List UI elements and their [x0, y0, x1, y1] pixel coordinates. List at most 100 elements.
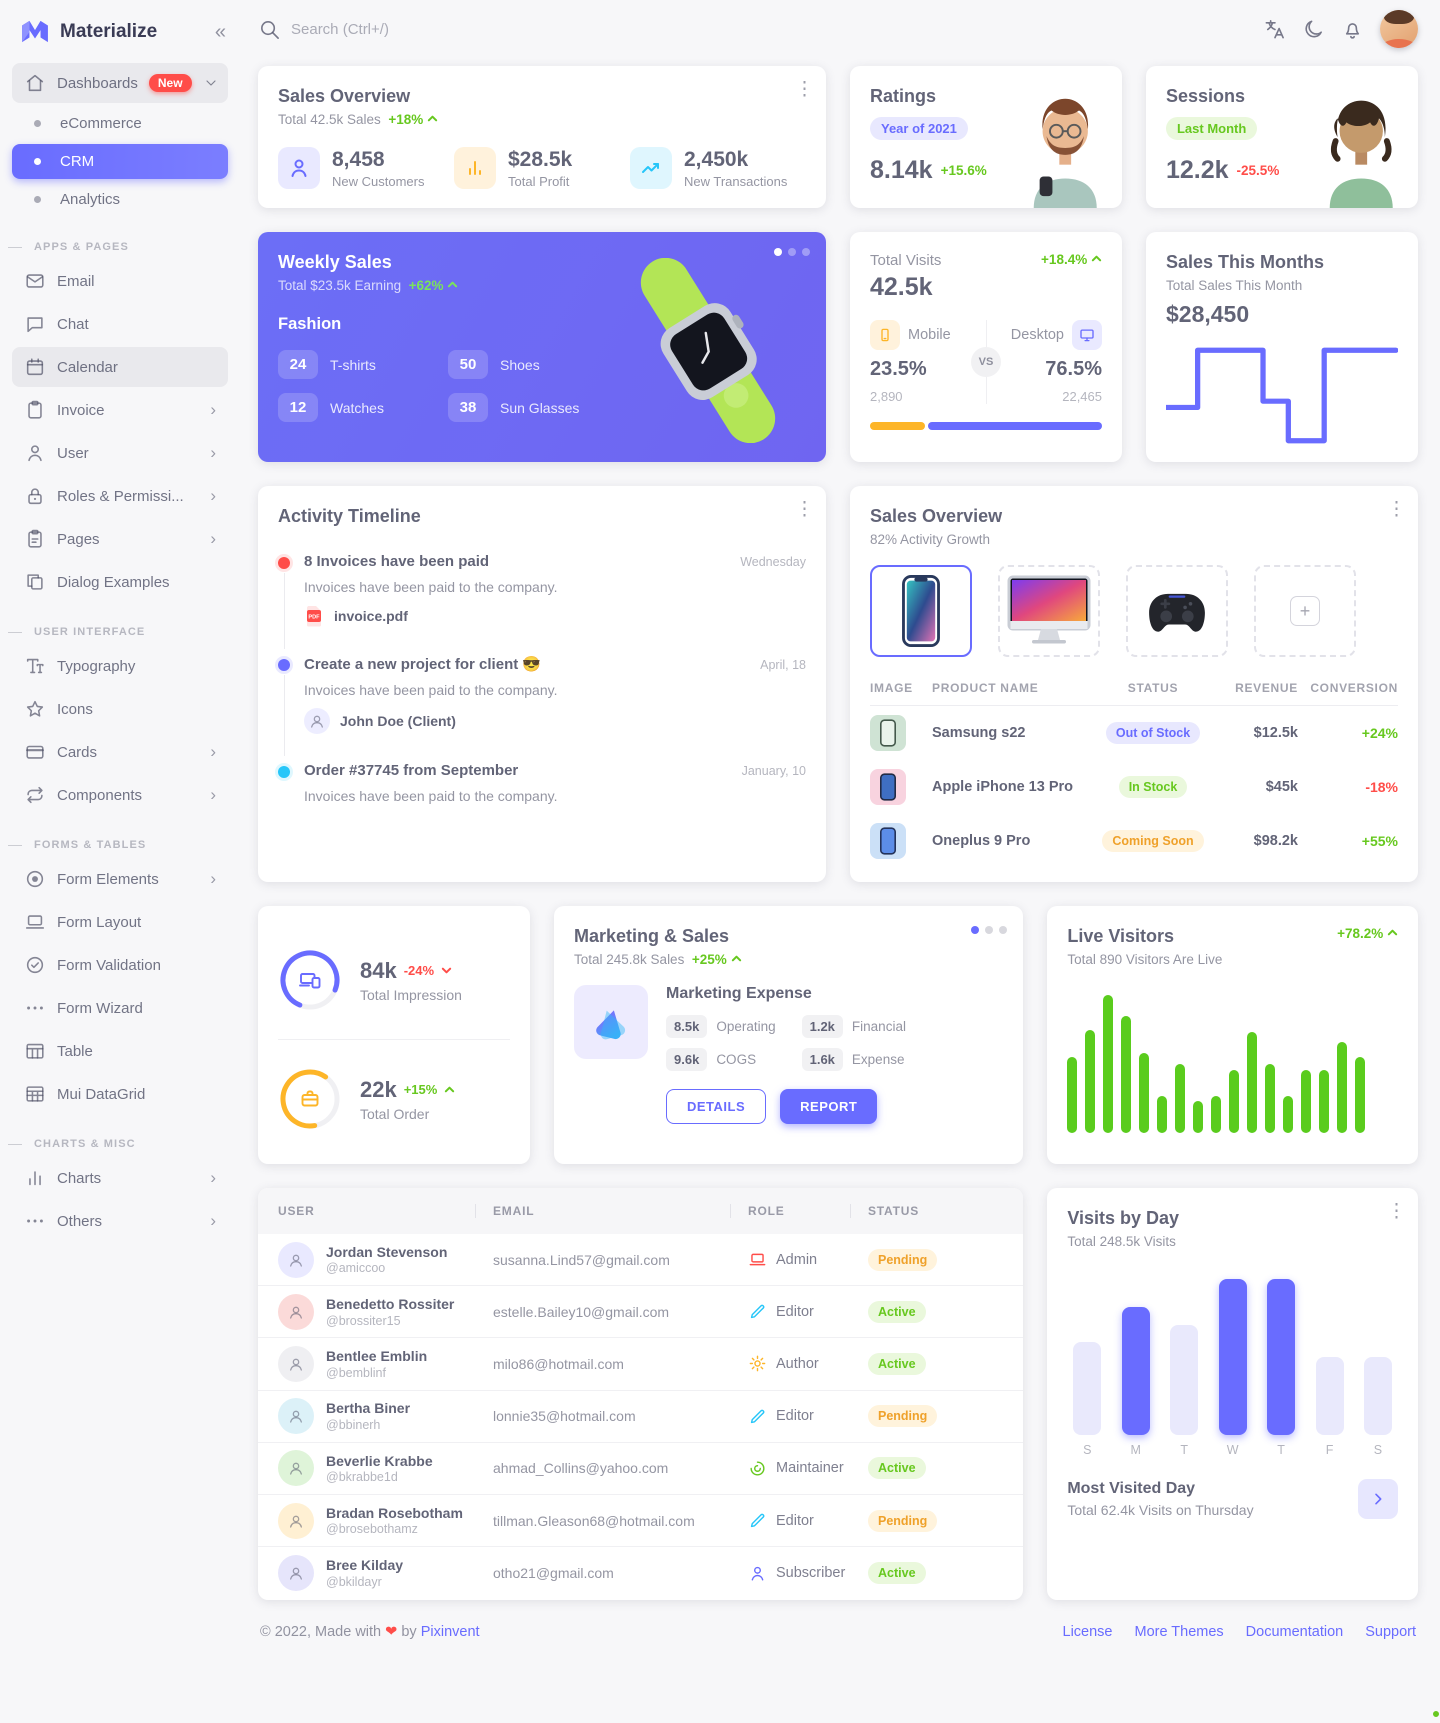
sidebar-item-invoice[interactable]: Invoice › — [12, 390, 228, 430]
license-link[interactable]: License — [1062, 1624, 1113, 1640]
sessions-value: 12.2k — [1165, 156, 1229, 184]
sales-overview-card: ⋮ Sales Overview Total 42.5k Sales +18% … — [258, 66, 826, 208]
product-box-controller[interactable] — [1126, 565, 1228, 657]
notifications-bell-icon[interactable] — [1341, 18, 1364, 41]
sidebar-item-form-wizard[interactable]: Form Wizard — [12, 988, 228, 1028]
mail-icon — [26, 274, 44, 288]
carousel-dot[interactable] — [802, 248, 810, 256]
sidebar-item-form-elements[interactable]: Form Elements › — [12, 859, 228, 899]
table-row[interactable]: Jordan Stevenson @amiccoo susanna.Lind57@… — [258, 1234, 1024, 1287]
sidebar-item-others[interactable]: Others › — [12, 1201, 228, 1241]
table-row[interactable]: Benedetto Rossiter @brossiter15 estelle.B… — [258, 1286, 1024, 1339]
visits-bar — [1170, 1324, 1199, 1435]
carousel-dot[interactable] — [999, 926, 1008, 934]
main-area: ⋮ Sales Overview Total 42.5k Sales +18% … — [240, 0, 1440, 1723]
sidebar-item-table[interactable]: Table — [12, 1031, 228, 1071]
product-box-imac[interactable] — [998, 565, 1100, 657]
product-row[interactable]: Samsung s22 Out of Stock $12.5k +24% — [870, 706, 1398, 760]
sidebar-item-typography[interactable]: Typography — [12, 646, 228, 686]
kebab-menu-icon[interactable]: ⋮ — [795, 499, 814, 520]
sales-this-month-card: Sales This Months Total Sales This Month… — [1145, 232, 1418, 462]
caret-up-icon — [1387, 929, 1398, 936]
kebab-menu-icon[interactable]: ⋮ — [795, 79, 814, 100]
page-footer: © 2022, Made with ❤ by Pixinvent License… — [258, 1600, 1418, 1640]
translate-icon[interactable] — [1263, 18, 1286, 41]
product-box-iphone[interactable] — [870, 565, 972, 657]
total-order-row: 22k +15% Total Order — [278, 1045, 510, 1153]
table-row[interactable]: Beverlie Krabbe @bkrabbe1d ahmad_Collins@… — [258, 1443, 1024, 1495]
sidebar-item-pages[interactable]: Pages › — [12, 519, 228, 559]
sidebar-item-crm[interactable]: CRM — [12, 144, 228, 179]
sidebar-item-dialog-examples[interactable]: Dialog Examples — [12, 562, 228, 602]
support-link[interactable]: Support — [1365, 1624, 1416, 1640]
table-icon — [26, 1043, 44, 1059]
card-title: Live Visitors — [1067, 926, 1175, 946]
table-row[interactable]: Bree Kilday @bkildayr otho21@gmail.com Su… — [258, 1547, 1023, 1599]
table-row[interactable]: Bradan Rosebotham @brosebothamz tillman.G… — [258, 1495, 1024, 1548]
next-button[interactable] — [1358, 1479, 1398, 1519]
caret-up-icon — [448, 281, 458, 288]
carousel-dots[interactable] — [971, 926, 1008, 934]
kebab-menu-icon[interactable]: ⋮ — [1387, 1201, 1406, 1222]
table-row[interactable]: Bentlee Emblin @bemblinf milo86@hotmail.c… — [258, 1338, 1024, 1391]
search-bar[interactable] — [258, 18, 1251, 41]
attachment[interactable]: PDF invoice.pdf — [304, 605, 806, 627]
pixinvent-link[interactable]: Pixinvent — [420, 1624, 480, 1640]
pages-icon — [28, 529, 42, 548]
marketing-logo — [574, 985, 648, 1059]
sidebar-item-email[interactable]: Email — [12, 261, 228, 301]
divider: VS — [971, 320, 1001, 404]
product-row[interactable]: Apple iPhone 13 Pro In Stock $45k -18% — [870, 760, 1398, 814]
report-button[interactable]: REPORT — [780, 1089, 878, 1124]
avatar — [278, 1241, 314, 1278]
client-row: John Doe (Client) — [304, 708, 806, 734]
sidebar-item-form-validation[interactable]: Form Validation — [12, 945, 228, 985]
status-badge: In Stock — [1118, 776, 1188, 798]
carousel-dot[interactable] — [774, 248, 782, 256]
sidebar-item-components[interactable]: Components › — [12, 775, 228, 815]
sidebar-item-ecommerce[interactable]: eCommerce — [12, 106, 228, 141]
sidebar-item-analytics[interactable]: Analytics — [12, 182, 228, 217]
carousel-dot[interactable] — [971, 926, 980, 934]
details-button[interactable]: DETAILS — [666, 1089, 767, 1124]
sidebar-item-chat[interactable]: Chat — [12, 304, 228, 344]
sidebar-item-icons[interactable]: Icons — [12, 689, 228, 729]
sidebar-item-user[interactable]: User › — [12, 433, 228, 473]
timeline-dot-purple — [278, 659, 290, 671]
ratings-delta: +15.6% — [940, 163, 987, 178]
desktop-count: 22,465 — [1062, 389, 1102, 404]
carousel-dot[interactable] — [985, 926, 994, 934]
sidebar-item-cards[interactable]: Cards › — [12, 732, 228, 772]
most-visited-day-title: Most Visited Day — [1067, 1480, 1196, 1497]
sidebar-item-calendar[interactable]: Calendar — [12, 347, 228, 387]
sidebar-item-mui-datagrid[interactable]: Mui DataGrid — [12, 1074, 228, 1114]
kebab-menu-icon[interactable]: ⋮ — [1387, 499, 1406, 520]
sidebar-item-charts[interactable]: Charts › — [12, 1158, 228, 1198]
impression-delta: -24% — [403, 963, 435, 978]
search-input[interactable] — [291, 20, 611, 38]
user-avatar[interactable] — [1380, 10, 1418, 48]
carousel-dot[interactable] — [788, 248, 796, 256]
more-themes-link[interactable]: More Themes — [1134, 1624, 1224, 1640]
carousel-dots[interactable] — [774, 248, 810, 256]
sidebar-item-roles-permissions[interactable]: Roles & Permissi... › — [12, 476, 228, 516]
marketing-delta: +25% — [691, 952, 727, 967]
product-box-add[interactable]: + — [1254, 565, 1356, 657]
dark-mode-moon-icon[interactable] — [1302, 18, 1325, 41]
sidebar-item-form-layout[interactable]: Form Layout — [12, 902, 228, 942]
product-thumb-oneplus — [870, 823, 906, 859]
chevron-right-icon: › — [210, 785, 216, 804]
sessions-person-illustration — [1329, 100, 1393, 208]
visits-delta: +18.4% — [1041, 252, 1088, 267]
imac-image — [1007, 575, 1091, 644]
documentation-link[interactable]: Documentation — [1245, 1624, 1344, 1640]
check-circle-icon — [26, 956, 44, 974]
laptop-icon — [25, 915, 45, 929]
product-row[interactable]: Oneplus 9 Pro Coming Soon $98.2k +55% — [870, 814, 1398, 868]
visits-day-column: S — [1073, 1279, 1102, 1457]
bullet-icon — [34, 158, 41, 165]
table-row[interactable]: Bertha Biner @bbinerh lonnie35@hotmail.co… — [258, 1391, 1024, 1443]
sidebar-item-dashboards[interactable]: Dashboards New — [12, 63, 228, 103]
sidebar-collapse-icon[interactable]: « — [214, 20, 226, 43]
heart-icon: ❤ — [385, 1624, 398, 1640]
